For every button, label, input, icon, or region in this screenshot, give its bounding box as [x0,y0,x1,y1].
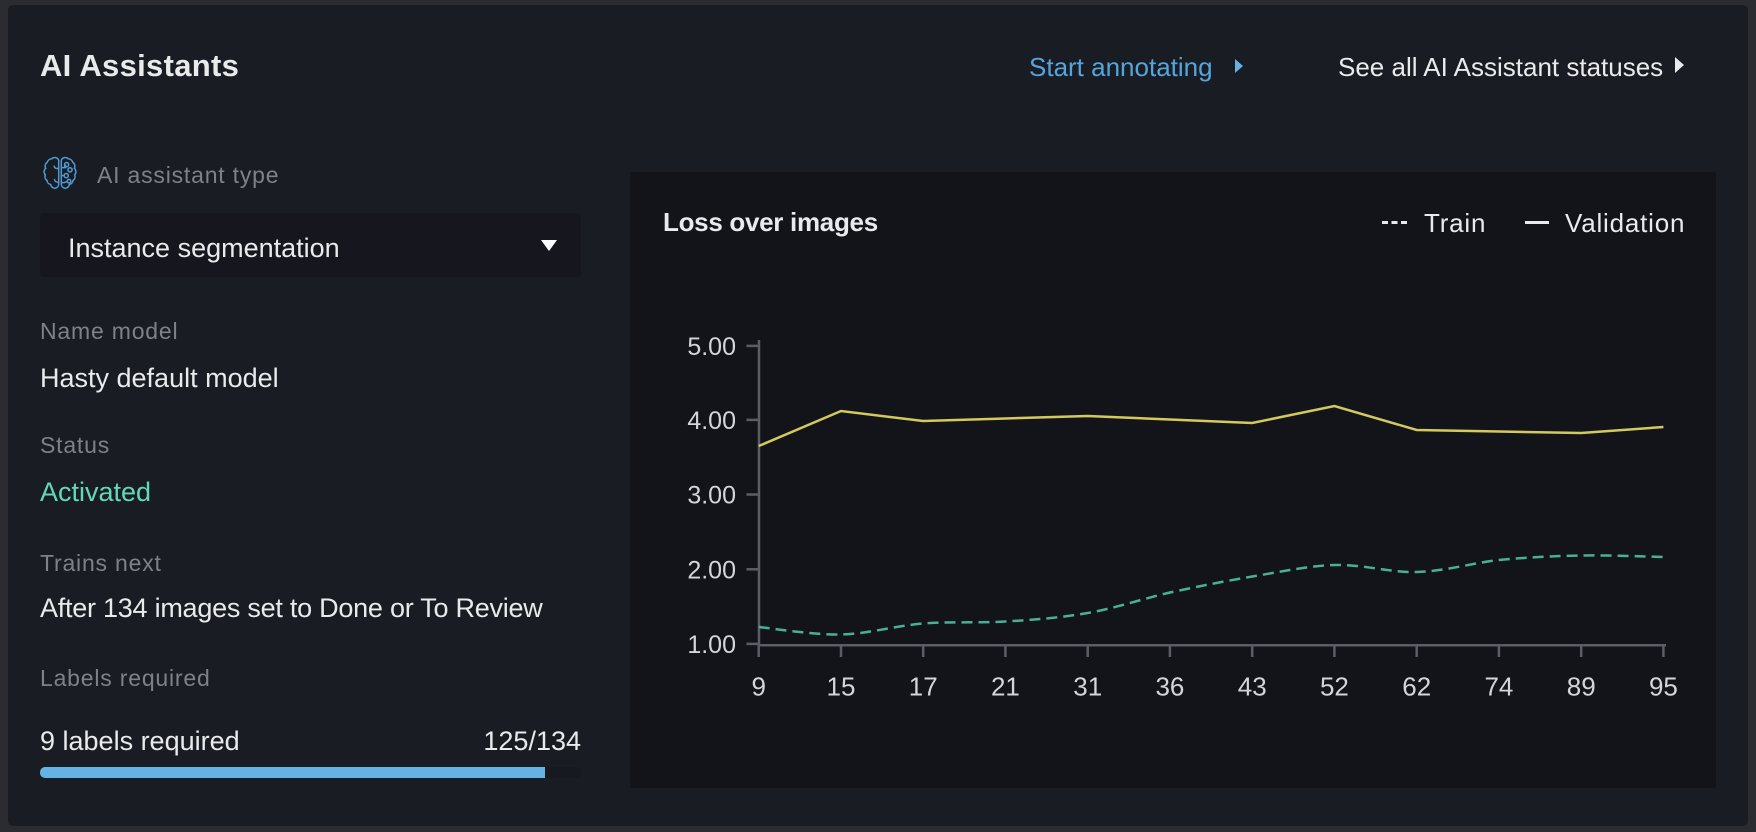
svg-text:31: 31 [1073,672,1102,702]
svg-text:3.00: 3.00 [687,482,736,510]
svg-text:89: 89 [1567,672,1596,702]
svg-text:1.00: 1.00 [687,631,736,659]
svg-text:36: 36 [1155,672,1184,702]
svg-text:2.00: 2.00 [687,556,736,584]
svg-text:43: 43 [1238,672,1267,702]
svg-text:52: 52 [1320,672,1349,702]
svg-text:4.00: 4.00 [687,407,736,435]
svg-text:62: 62 [1402,672,1431,702]
svg-text:5.00: 5.00 [687,333,736,361]
svg-text:95: 95 [1649,672,1678,702]
svg-text:15: 15 [827,672,856,702]
svg-text:9: 9 [751,672,765,702]
svg-text:17: 17 [909,672,938,702]
svg-text:74: 74 [1484,672,1513,702]
svg-text:21: 21 [991,672,1020,702]
